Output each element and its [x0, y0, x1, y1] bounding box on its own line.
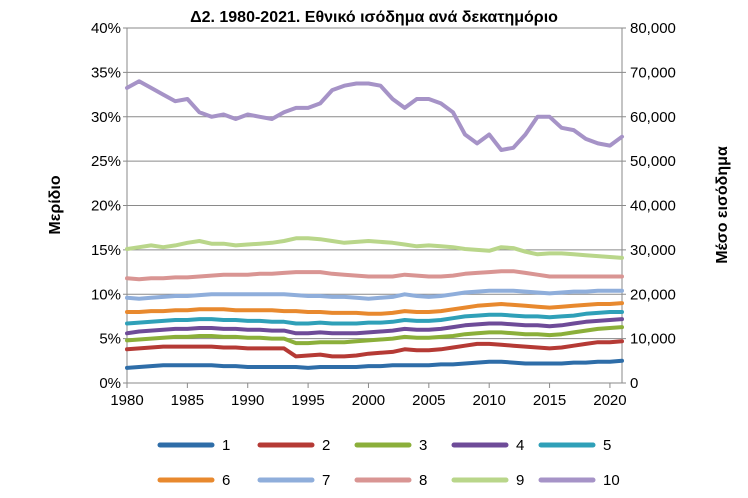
y-axis-label: Μερίδιο — [47, 175, 64, 234]
x-tick-label: 2000 — [352, 392, 385, 409]
series-line-1 — [125, 358, 624, 370]
series-line-10 — [125, 79, 624, 152]
x-tick-label: 1985 — [171, 392, 204, 409]
series-line-3 — [125, 325, 624, 346]
legend: 1 2 3 4 5 6 7 8 9 10 — [157, 437, 620, 489]
y2-tick-label: 80,000 — [630, 20, 676, 37]
series-line-4 — [125, 317, 624, 336]
x-tick-label: 2010 — [473, 392, 506, 409]
x-tick-label: 2015 — [533, 392, 566, 409]
legend-label-3: 3 — [419, 437, 427, 454]
y2-axis-label: Μέσο εισόδημα — [714, 146, 731, 264]
y-tick-label: 20% — [91, 198, 121, 215]
y-tick-label: 30% — [91, 109, 121, 126]
y2-tick-label: 70,000 — [630, 64, 676, 81]
series-line-7 — [125, 288, 624, 301]
y-tick-label: 10% — [91, 286, 121, 303]
legend-label-7: 7 — [322, 472, 330, 489]
legend-label-2: 2 — [322, 437, 330, 454]
series-line-9 — [125, 236, 624, 260]
x-tick-label: 2005 — [412, 392, 445, 409]
legend-label-10: 10 — [603, 472, 620, 489]
y2-tick-label: 0 — [630, 375, 638, 392]
y2-tick-label: 60,000 — [630, 109, 676, 126]
y-tick-label: 35% — [91, 64, 121, 81]
x-tick-label: 1980 — [110, 392, 143, 409]
legend-label-8: 8 — [419, 472, 427, 489]
y-tick-label: 0% — [99, 375, 121, 392]
y2-tick-label: 30,000 — [630, 242, 676, 259]
legend-label-6: 6 — [222, 472, 230, 489]
y2-tick-label: 50,000 — [630, 153, 676, 170]
series-line-6 — [125, 301, 624, 316]
series-lines — [125, 79, 624, 370]
x-tick-label: 2020 — [593, 392, 626, 409]
y-tick-label: 15% — [91, 242, 121, 259]
series-line-8 — [125, 269, 624, 282]
y-tick-label: 40% — [91, 20, 121, 37]
chart-title: Δ2. 1980-2021. Εθνικό ισόδημα ανά δεκατη… — [190, 9, 558, 26]
legend-label-5: 5 — [603, 437, 611, 454]
y2-tick-label: 10,000 — [630, 331, 676, 348]
y-tick-label: 25% — [91, 153, 121, 170]
y-tick-label: 5% — [99, 331, 121, 348]
x-tick-label: 1995 — [291, 392, 324, 409]
legend-label-4: 4 — [516, 437, 524, 454]
y2-tick-label: 20,000 — [630, 286, 676, 303]
x-tick-label: 1990 — [231, 392, 264, 409]
series-line-2 — [125, 339, 624, 359]
y2-tick-label: 40,000 — [630, 198, 676, 215]
legend-label-9: 9 — [516, 472, 524, 489]
series-line-5 — [125, 310, 624, 326]
axes: 0% 0 5% 10,000 10% 20,000 15% 30,000 20% 40,000 25… — [91, 20, 676, 409]
legend-label-1: 1 — [222, 437, 230, 454]
